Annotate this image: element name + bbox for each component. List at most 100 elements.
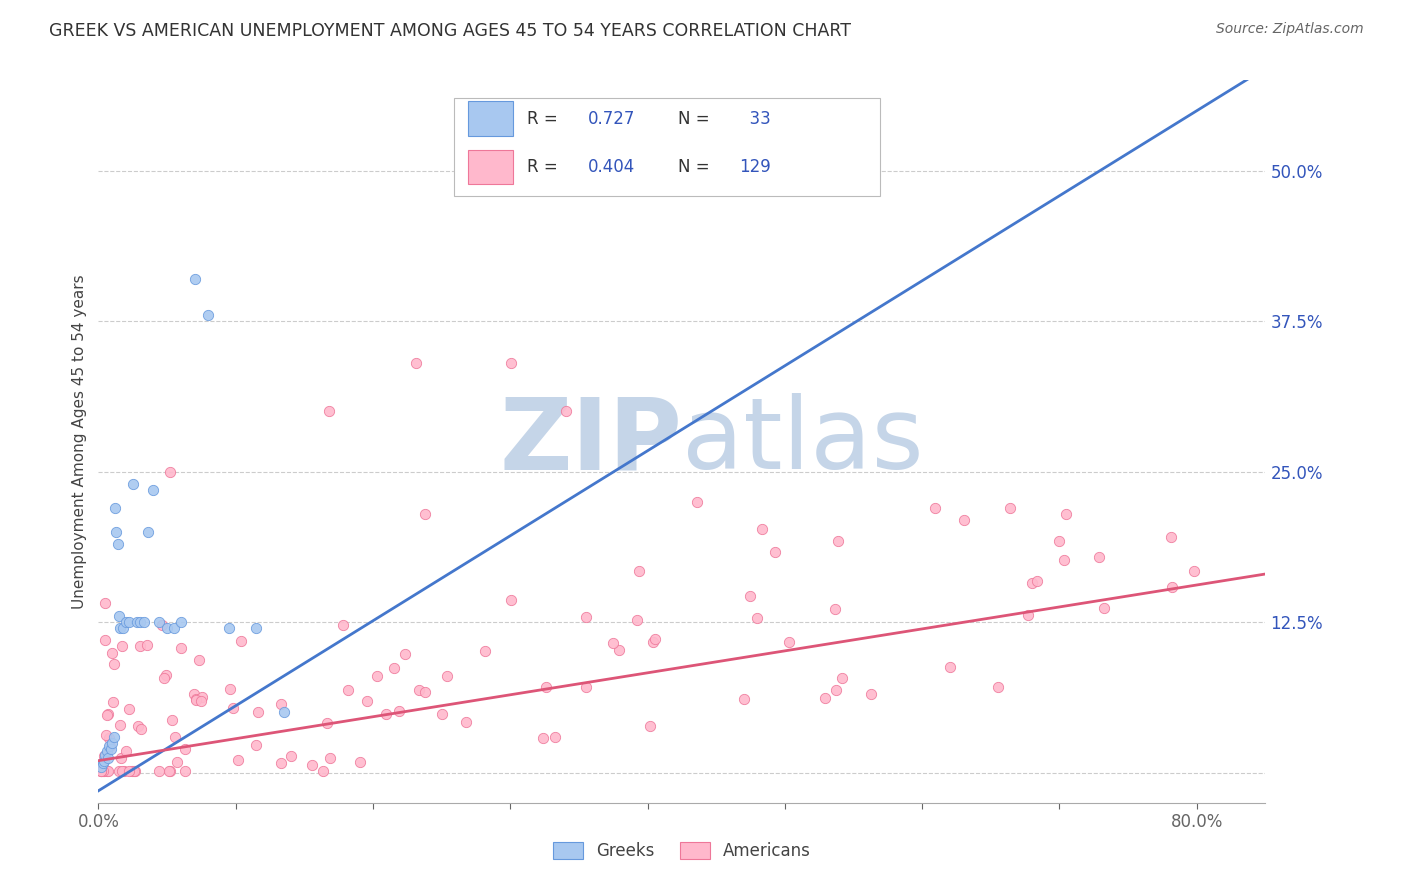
- Point: [641, 635, 664, 649]
- Point: [998, 500, 1021, 515]
- Point: [575, 609, 598, 624]
- Point: [156, 621, 179, 635]
- Point: [337, 683, 360, 698]
- Point: [153, 671, 176, 685]
- Point: [349, 755, 371, 769]
- Point: [319, 751, 342, 765]
- Point: [90, 764, 112, 779]
- Point: [170, 640, 193, 655]
- Point: [97, 751, 120, 765]
- Point: [405, 356, 427, 370]
- Point: [170, 615, 193, 630]
- Point: [226, 753, 249, 767]
- Point: [607, 643, 630, 657]
- Text: N =: N =: [679, 110, 716, 128]
- Point: [103, 657, 125, 672]
- Point: [98, 739, 121, 754]
- Point: [148, 764, 170, 779]
- Point: [117, 615, 139, 630]
- Point: [111, 764, 134, 779]
- Y-axis label: Unemployment Among Ages 45 to 54 years: Unemployment Among Ages 45 to 54 years: [72, 274, 87, 609]
- Point: [312, 764, 335, 779]
- Point: [1092, 601, 1115, 615]
- Point: [270, 756, 292, 771]
- Point: [246, 705, 269, 719]
- Point: [197, 308, 219, 322]
- Point: [1161, 580, 1184, 594]
- Point: [103, 730, 125, 744]
- Point: [733, 692, 755, 706]
- Point: [626, 613, 648, 627]
- Point: [222, 700, 245, 714]
- Point: [108, 717, 131, 731]
- Point: [90, 764, 112, 779]
- Point: [318, 404, 340, 418]
- Point: [924, 500, 946, 515]
- Point: [374, 707, 396, 722]
- Point: [186, 692, 208, 706]
- Point: [280, 748, 302, 763]
- Point: [118, 764, 141, 779]
- Point: [747, 611, 769, 625]
- Point: [101, 735, 124, 749]
- Text: 129: 129: [740, 158, 770, 176]
- Point: [110, 751, 132, 765]
- Point: [163, 730, 186, 744]
- Point: [602, 636, 624, 650]
- Point: [555, 404, 578, 418]
- Point: [127, 719, 149, 733]
- Point: [128, 615, 150, 630]
- Point: [229, 633, 252, 648]
- Point: [157, 764, 180, 779]
- Point: [107, 764, 129, 779]
- Point: [763, 545, 786, 559]
- Point: [245, 621, 267, 635]
- Point: [160, 713, 183, 727]
- Point: [1021, 575, 1043, 590]
- Point: [218, 681, 240, 696]
- Point: [148, 615, 170, 630]
- Point: [273, 706, 295, 720]
- Text: 0.404: 0.404: [588, 158, 634, 176]
- Text: R =: R =: [527, 110, 562, 128]
- Point: [105, 524, 128, 539]
- Point: [245, 738, 267, 752]
- Text: atlas: atlas: [682, 393, 924, 490]
- Point: [96, 744, 118, 758]
- Point: [142, 483, 165, 497]
- Point: [388, 704, 411, 718]
- Point: [90, 760, 112, 774]
- FancyBboxPatch shape: [454, 98, 880, 196]
- Point: [96, 707, 118, 722]
- Point: [110, 621, 132, 635]
- Point: [270, 697, 292, 711]
- Point: [163, 621, 186, 635]
- Point: [1017, 607, 1039, 622]
- Point: [1160, 529, 1182, 543]
- Point: [456, 715, 478, 730]
- Point: [1182, 564, 1205, 578]
- Text: Source: ZipAtlas.com: Source: ZipAtlas.com: [1216, 22, 1364, 37]
- Point: [191, 690, 214, 704]
- Text: N =: N =: [679, 158, 716, 176]
- Point: [97, 764, 120, 779]
- Point: [93, 764, 115, 779]
- Point: [98, 731, 121, 745]
- Point: [987, 681, 1010, 695]
- Point: [939, 660, 962, 674]
- Text: R =: R =: [527, 158, 562, 176]
- Point: [136, 638, 159, 652]
- Point: [534, 681, 557, 695]
- Point: [531, 731, 554, 745]
- Point: [575, 681, 598, 695]
- Point: [166, 756, 188, 770]
- Point: [544, 731, 567, 745]
- Point: [751, 522, 773, 536]
- Legend: Greeks, Americans: Greeks, Americans: [547, 835, 817, 867]
- Point: [93, 754, 115, 768]
- Point: [115, 615, 138, 630]
- Point: [93, 749, 115, 764]
- Point: [108, 609, 131, 624]
- Point: [96, 764, 118, 779]
- Point: [136, 524, 159, 539]
